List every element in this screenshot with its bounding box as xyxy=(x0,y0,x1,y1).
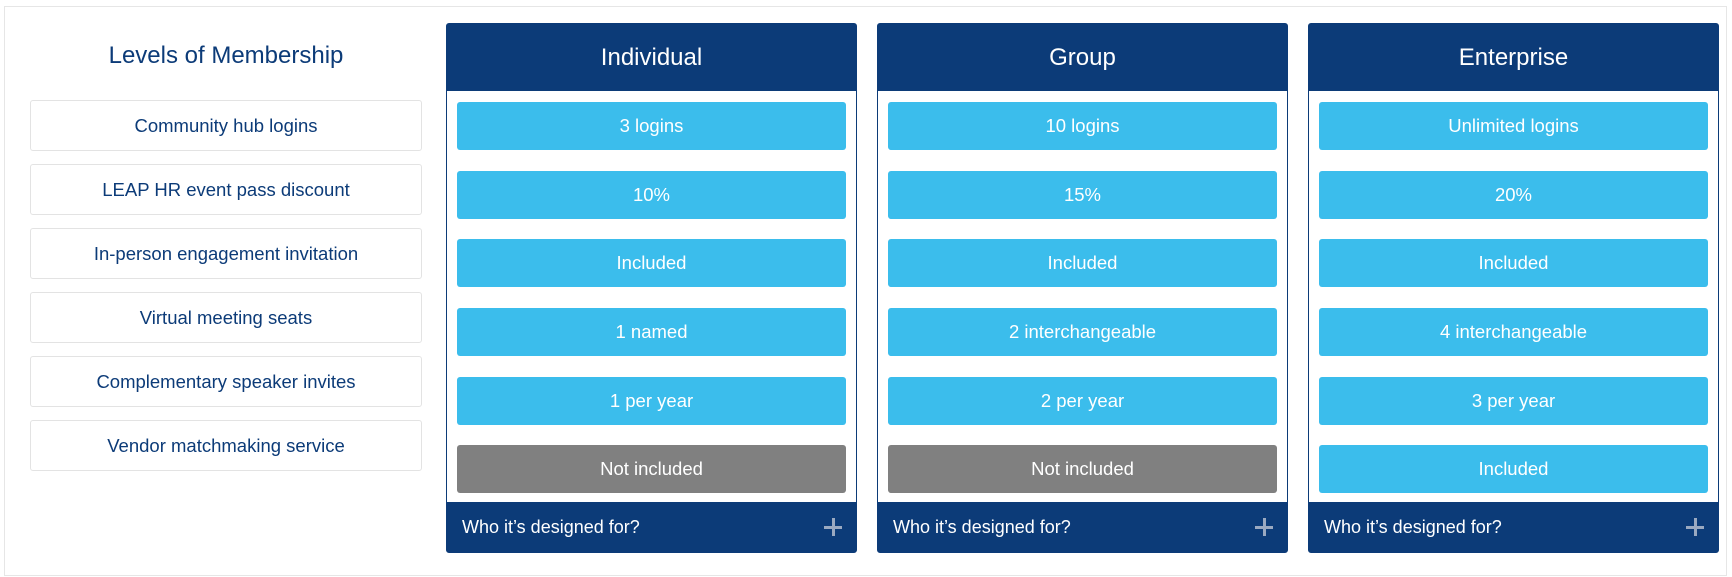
feature-label-in-person-engagement: In-person engagement invitation xyxy=(30,228,422,279)
plan-cell: Included xyxy=(888,239,1277,287)
feature-label-community-hub-logins: Community hub logins xyxy=(30,100,422,151)
feature-labels-column: Levels of Membership Community hub login… xyxy=(30,23,422,471)
designed-for-toggle[interactable]: Who it’s designed for? xyxy=(878,502,1287,552)
plan-cell: 3 logins xyxy=(457,102,846,150)
plan-cell: Included xyxy=(1319,445,1708,493)
membership-levels-title: Levels of Membership xyxy=(108,42,344,69)
plan-cell: 1 named xyxy=(457,308,846,356)
designed-for-toggle[interactable]: Who it’s designed for? xyxy=(447,502,856,552)
plan-cell: Included xyxy=(1319,239,1708,287)
plus-icon[interactable] xyxy=(824,518,842,536)
plan-cell: 1 per year xyxy=(457,377,846,425)
feature-label-speaker-invites: Complementary speaker invites xyxy=(30,356,422,407)
designed-for-label: Who it’s designed for? xyxy=(893,517,1071,537)
plan-name: Individual xyxy=(447,24,856,91)
plan-cell: 15% xyxy=(888,171,1277,219)
membership-comparison-panel: Levels of Membership Community hub login… xyxy=(4,6,1727,576)
feature-label-vendor-matchmaking: Vendor matchmaking service xyxy=(30,420,422,471)
plan-card-enterprise: Enterprise Unlimited logins 20% Included… xyxy=(1308,23,1719,553)
plan-name: Enterprise xyxy=(1309,24,1718,91)
designed-for-toggle[interactable]: Who it’s designed for? xyxy=(1309,502,1718,552)
plan-cell: Unlimited logins xyxy=(1319,102,1708,150)
plan-cell: 4 interchangeable xyxy=(1319,308,1708,356)
plus-icon[interactable] xyxy=(1686,518,1704,536)
plan-cell: 2 per year xyxy=(888,377,1277,425)
plan-card-group: Group 10 logins 15% Included 2 interchan… xyxy=(877,23,1288,553)
feature-label-virtual-meeting-seats: Virtual meeting seats xyxy=(30,292,422,343)
plan-card-individual: Individual 3 logins 10% Included 1 named… xyxy=(446,23,857,553)
plan-cell: Not included xyxy=(457,445,846,493)
designed-for-label: Who it’s designed for? xyxy=(1324,517,1502,537)
plan-cell: 10% xyxy=(457,171,846,219)
plan-name: Group xyxy=(878,24,1287,91)
plan-cell: 20% xyxy=(1319,171,1708,219)
plan-cell: 10 logins xyxy=(888,102,1277,150)
plan-cell: 3 per year xyxy=(1319,377,1708,425)
designed-for-label: Who it’s designed for? xyxy=(462,517,640,537)
feature-label-event-pass-discount: LEAP HR event pass discount xyxy=(30,164,422,215)
plan-cell: Not included xyxy=(888,445,1277,493)
plan-cell: 2 interchangeable xyxy=(888,308,1277,356)
plus-icon[interactable] xyxy=(1255,518,1273,536)
plan-cell: Included xyxy=(457,239,846,287)
